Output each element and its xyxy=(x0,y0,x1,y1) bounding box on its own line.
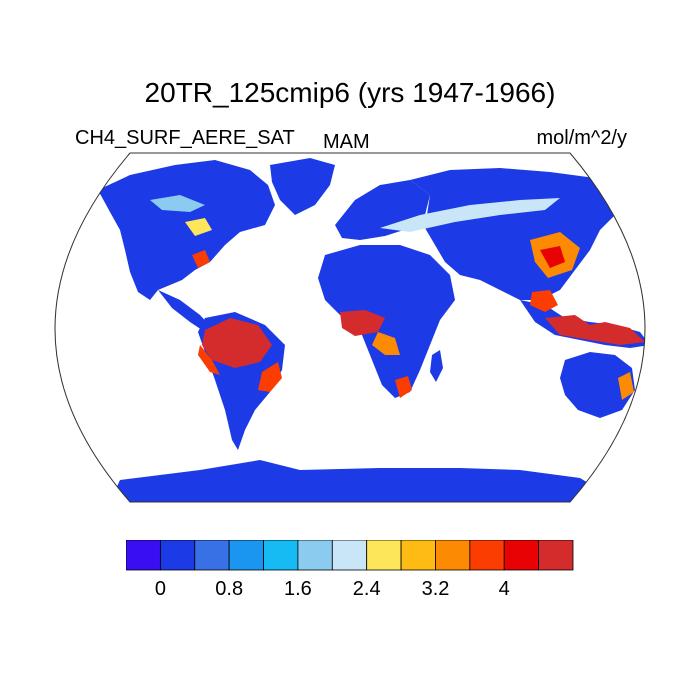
amazon-edge xyxy=(198,345,220,375)
amazon-hotspot xyxy=(202,318,272,368)
great-lakes-hotspot xyxy=(185,218,212,236)
china-red-core xyxy=(540,246,565,268)
siberia-band xyxy=(380,198,560,232)
map-title: 20TR_125cmip6 (yrs 1947-1966) xyxy=(144,77,556,108)
season-label: MAM xyxy=(323,131,370,153)
colorbar-tick-label: 1.6 xyxy=(283,578,312,600)
colorbar-tick-label: 4 xyxy=(498,578,510,600)
greenland xyxy=(270,158,335,215)
indonesia-hotspot xyxy=(545,315,645,345)
nz-hotspot xyxy=(648,404,662,424)
new-zealand xyxy=(638,402,645,430)
colorbar-swatch xyxy=(503,540,540,571)
colorbar-swatch xyxy=(263,540,299,571)
colorbar-swatch xyxy=(159,540,196,571)
central-america xyxy=(158,290,212,332)
colorbar-swatch xyxy=(194,540,230,571)
colorbar-tick-label: 0.8 xyxy=(215,578,244,600)
colorbar-swatch xyxy=(331,540,368,571)
colorbar-swatch xyxy=(228,540,264,571)
canada-band xyxy=(150,195,205,212)
congo-edge xyxy=(372,332,400,355)
variable-label: CH4_SURF_AERE_SAT xyxy=(75,127,295,149)
colorbar xyxy=(126,540,574,571)
australia xyxy=(560,352,635,418)
australia-east-hotspot xyxy=(618,372,634,400)
colorbar-swatch xyxy=(297,540,333,571)
colorbar-swatch xyxy=(538,540,574,571)
colorbar-tick-label: 3.2 xyxy=(421,578,450,600)
africa xyxy=(318,245,455,398)
south-africa-hotspot xyxy=(395,376,412,398)
globe-outline xyxy=(54,152,646,503)
colorbar-tick-label: 2.4 xyxy=(352,578,381,600)
brazil-coast-hotspot xyxy=(258,362,282,392)
emission-hotspots xyxy=(150,195,662,424)
colorbar-swatch xyxy=(126,540,161,571)
se-us-hotspot xyxy=(192,250,210,268)
congo-hotspot xyxy=(340,310,385,336)
units-label: mol/m^2/y xyxy=(536,127,627,149)
colorbar-swatch xyxy=(400,540,436,571)
europe xyxy=(335,180,430,240)
colorbar-swatch xyxy=(469,540,505,571)
colorbar-tick-label: 0 xyxy=(154,578,166,600)
colorbar-swatch xyxy=(435,540,471,571)
colorbar-swatch xyxy=(366,540,402,571)
indochina-hotspot xyxy=(530,290,558,312)
antarctica xyxy=(110,460,600,502)
madagascar xyxy=(430,350,443,382)
north-america xyxy=(98,160,275,300)
